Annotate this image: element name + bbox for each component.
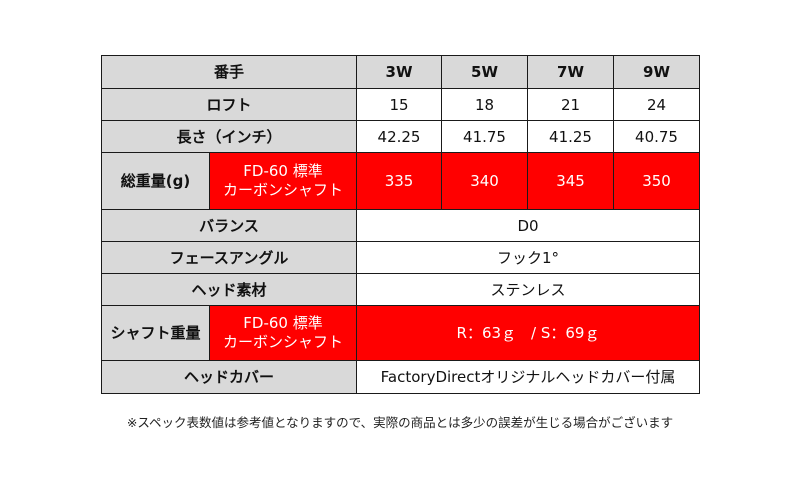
shaft-weight-row: シャフト重量 FD-60 標準 カーボンシャフト R：63ｇ / S：69ｇ bbox=[101, 305, 701, 361]
header-label: 番手 bbox=[100, 55, 358, 89]
face-angle-value: フック1° bbox=[356, 241, 701, 274]
total-weight-shaft-label-line2: カーボンシャフト bbox=[223, 181, 344, 199]
length-row: 長さ（インチ） 42.25 41.75 41.25 40.75 bbox=[100, 120, 701, 153]
total-weight-shaft-label-line1: FD-60 標準 bbox=[243, 162, 323, 180]
length-value-5w: 41.75 bbox=[441, 120, 529, 153]
length-value-7w: 41.25 bbox=[527, 120, 615, 153]
shaft-weight-value: R：63ｇ / S：69ｇ bbox=[356, 305, 701, 361]
head-material-row: ヘッド素材 ステンレス bbox=[100, 273, 701, 306]
length-label: 長さ（インチ） bbox=[100, 120, 358, 153]
head-cover-label: ヘッドカバー bbox=[100, 360, 358, 394]
shaft-weight-shaft-label-line2: カーボンシャフト bbox=[223, 333, 344, 351]
header-row: 番手 3W 5W 7W 9W bbox=[100, 55, 701, 89]
shaft-weight-shaft-label-line1: FD-60 標準 bbox=[243, 314, 323, 332]
loft-label: ロフト bbox=[100, 88, 358, 121]
loft-value-7w: 21 bbox=[527, 88, 615, 121]
loft-value-3w: 15 bbox=[356, 88, 443, 121]
column-header-3w: 3W bbox=[356, 55, 443, 89]
total-weight-value-3w: 335 bbox=[356, 152, 443, 210]
loft-row: ロフト 15 18 21 24 bbox=[100, 88, 701, 121]
column-header-9w: 9W bbox=[613, 55, 701, 89]
head-material-label: ヘッド素材 bbox=[100, 273, 358, 306]
total-weight-label: 総重量(g) bbox=[101, 152, 210, 210]
face-angle-row: フェースアングル フック1° bbox=[100, 241, 701, 274]
spec-table: 番手 3W 5W 7W 9W ロフト 15 18 21 24 長さ（インチ） 4… bbox=[100, 55, 701, 394]
head-cover-value: FactoryDirectオリジナルヘッドカバー付属 bbox=[356, 360, 701, 394]
total-weight-value-9w: 350 bbox=[613, 152, 701, 210]
shaft-weight-shaft-label: FD-60 標準 カーボンシャフト bbox=[208, 305, 358, 361]
spec-footnote: ※スペック表数値は参考値となりますので、実際の商品とは多少の誤差が生じる場合がご… bbox=[126, 415, 674, 430]
column-header-7w: 7W bbox=[527, 55, 615, 89]
column-header-5w: 5W bbox=[441, 55, 529, 89]
loft-value-5w: 18 bbox=[441, 88, 529, 121]
length-value-3w: 42.25 bbox=[356, 120, 443, 153]
shaft-weight-label: シャフト重量 bbox=[101, 305, 210, 361]
total-weight-value-5w: 340 bbox=[441, 152, 529, 210]
balance-value: D0 bbox=[356, 209, 701, 242]
head-material-value: ステンレス bbox=[356, 273, 701, 306]
total-weight-row: 総重量(g) FD-60 標準 カーボンシャフト 335 340 345 350 bbox=[101, 152, 701, 210]
total-weight-value-7w: 345 bbox=[527, 152, 615, 210]
length-value-9w: 40.75 bbox=[613, 120, 701, 153]
loft-value-9w: 24 bbox=[613, 88, 701, 121]
face-angle-label: フェースアングル bbox=[100, 241, 358, 274]
head-cover-row: ヘッドカバー FactoryDirectオリジナルヘッドカバー付属 bbox=[100, 360, 701, 394]
balance-row: バランス D0 bbox=[100, 209, 701, 242]
total-weight-shaft-label: FD-60 標準 カーボンシャフト bbox=[208, 152, 358, 210]
balance-label: バランス bbox=[100, 209, 358, 242]
